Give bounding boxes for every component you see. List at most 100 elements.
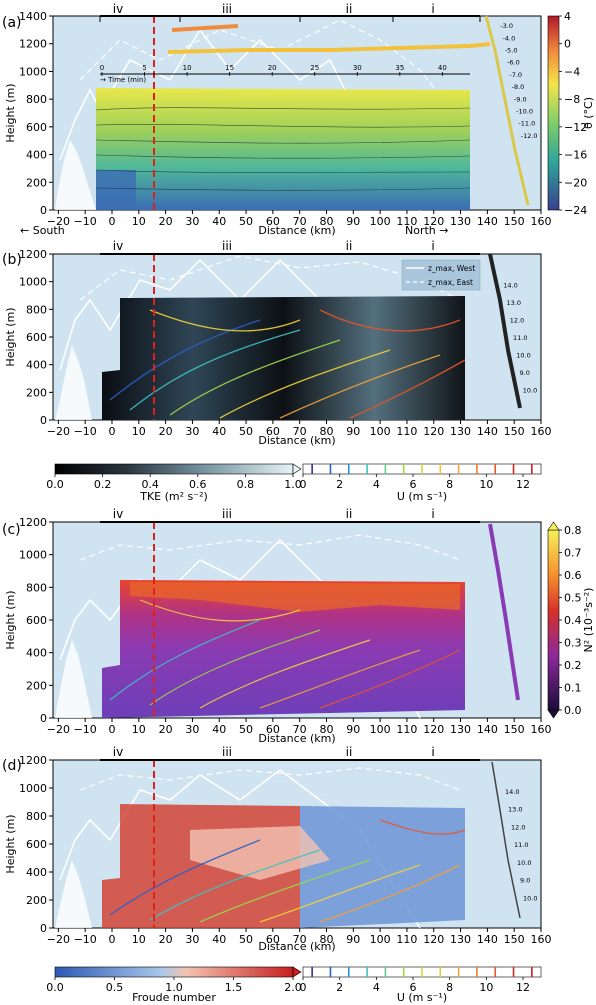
colorbar-tick-label: 0.0 [564, 704, 582, 717]
x-tick-label: 100 [370, 425, 391, 438]
y-tick-label: 800 [26, 93, 47, 106]
y-tick-label: 400 [26, 149, 47, 162]
time-tick-label: 15 [225, 64, 234, 72]
panel-c-yticks: 0 200 400 600 800 1000 1200 [19, 516, 53, 725]
direction-south: ← South [20, 224, 65, 237]
profile-label: 10.0 [517, 859, 531, 867]
x-tick-label: 90 [346, 723, 360, 736]
x-tick-label: 90 [346, 215, 360, 228]
panel-d-froude-low [300, 806, 465, 928]
profile-label: 14.0 [503, 282, 517, 290]
x-tick-label: 30 [185, 723, 199, 736]
colorbar-tick-label: 4 [564, 10, 571, 23]
colorbar-tick-label: 0 [300, 981, 307, 994]
time-tick-label: 35 [395, 64, 404, 72]
panel-b-tke-field [102, 296, 465, 420]
panel-b-section-iv: iv [113, 239, 123, 253]
colorbar-tick-label: −20 [564, 176, 587, 189]
panel-a-hprofile-short [171, 24, 239, 32]
x-tick-label: −20 [47, 723, 70, 736]
y-tick-label: 600 [26, 614, 47, 627]
x-tick-label: 10 [132, 723, 146, 736]
profile-label: 10.0 [516, 352, 530, 360]
panel-d-terrain [55, 860, 92, 928]
y-tick-label: 600 [26, 838, 47, 851]
x-tick-label: 50 [239, 215, 253, 228]
panel-c-zmax-east [79, 534, 461, 561]
colorbar-tick-label: 0.0 [46, 981, 64, 994]
colorbar-tick-label: 1.0 [165, 981, 183, 994]
x-tick-label: 60 [266, 933, 280, 946]
panel-a-cold-pool [96, 170, 136, 210]
panel-b-section-i: i [431, 239, 434, 253]
profile-label: 13.0 [507, 299, 521, 307]
x-tick-label: 130 [450, 723, 471, 736]
froude-colorbar-label: Froude number [132, 991, 216, 1004]
x-tick-label: 0 [108, 933, 115, 946]
x-tick-label: 20 [159, 723, 173, 736]
x-tick-label: 20 [159, 215, 173, 228]
profile-label: 10.0 [523, 387, 537, 395]
x-tick-label: 140 [477, 425, 498, 438]
panel-b-legend [401, 259, 481, 291]
y-tick-label: 800 [26, 303, 47, 316]
colorbar-tick-label: 0.6 [564, 569, 582, 582]
x-tick-label: 160 [531, 215, 552, 228]
colorbar-tick-label: 2.0 [284, 981, 302, 994]
panel-a-ylabel: Height (m) [4, 83, 17, 142]
panel-c-vprofile [488, 523, 520, 701]
panel-a-section-ii: ii [346, 2, 353, 16]
y-tick-label: 1200 [19, 248, 47, 261]
tke-colorbar-arrow [292, 463, 302, 475]
x-tick-label: 130 [450, 215, 471, 228]
x-tick-label: 120 [423, 723, 444, 736]
x-tick-label: 20 [159, 933, 173, 946]
tke-colorbar [54, 463, 294, 475]
x-tick-label: 40 [212, 933, 226, 946]
profile-label: -12.0 [521, 132, 538, 140]
panel-a-vprofile [484, 15, 530, 206]
x-tick-label: 70 [293, 933, 307, 946]
profile-label: 9.0 [520, 877, 530, 885]
panel-a-label: (a) [2, 15, 22, 31]
x-tick-label: 160 [531, 723, 552, 736]
y-tick-label: 0 [40, 204, 47, 217]
x-tick-label: 100 [370, 215, 391, 228]
froude-colorbar-arrow [292, 966, 302, 978]
x-tick-label: 30 [185, 215, 199, 228]
colorbar-tick-label: 8 [446, 478, 453, 491]
y-tick-label: 200 [26, 176, 47, 189]
u-colorbar-1-ticks: 0 2 4 6 8 10 12 [300, 474, 530, 491]
colorbar-tick-label: 2 [336, 981, 343, 994]
x-tick-label: 120 [423, 933, 444, 946]
y-tick-label: 0 [40, 922, 47, 935]
time-tick-label: 25 [310, 64, 319, 72]
y-tick-label: 600 [26, 331, 47, 344]
x-tick-label: 100 [370, 723, 391, 736]
x-tick-label: 40 [212, 215, 226, 228]
y-tick-label: 1000 [19, 549, 47, 562]
profile-label: 13.0 [508, 806, 522, 814]
x-tick-label: 0 [108, 425, 115, 438]
colorbar-tick-label: 12 [516, 478, 530, 491]
x-tick-label: −20 [47, 425, 70, 438]
y-tick-label: 0 [40, 712, 47, 725]
profile-label: -3.0 [500, 22, 513, 30]
profile-label: 11.0 [513, 334, 527, 342]
colorbar-tick-label: 8 [446, 981, 453, 994]
time-tick-label: 0 [100, 64, 104, 72]
y-tick-label: 400 [26, 359, 47, 372]
profile-label: 9.0 [520, 369, 530, 377]
x-tick-label: 110 [396, 215, 417, 228]
tke-colorbar-ticks: 0.0 0.2 0.4 0.6 0.8 1.0 [46, 474, 302, 491]
y-tick-label: 800 [26, 810, 47, 823]
panel-a-contours [95, 107, 471, 191]
panel-c-xlabel: Distance (km) [258, 732, 335, 745]
y-tick-label: 1400 [19, 10, 47, 23]
panel-c-n2-field [102, 580, 465, 718]
colorbar-tick-label: −16 [564, 149, 587, 162]
x-tick-label: 90 [346, 425, 360, 438]
panel-a-xticks: −20 −10 0 10 20 30 40 50 60 70 80 90 100 110 120 130 140… [47, 210, 552, 228]
colorbar-tick-label: 0.3 [564, 637, 582, 650]
time-tick-label: 5 [142, 64, 146, 72]
